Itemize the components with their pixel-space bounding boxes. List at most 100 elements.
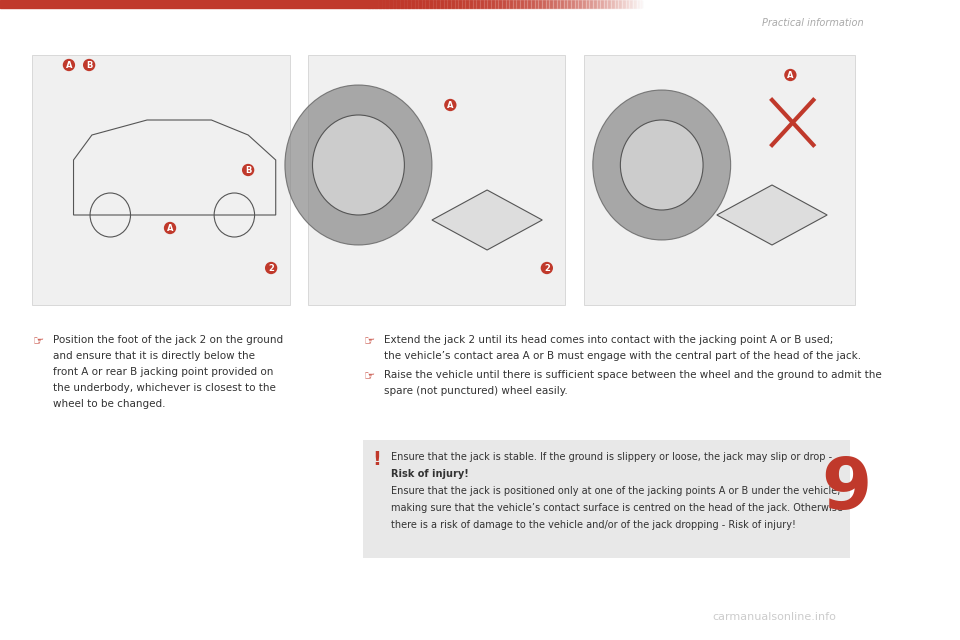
Bar bbox=[569, 0, 570, 8]
Bar bbox=[602, 0, 604, 8]
Text: and ensure that it is directly below the: and ensure that it is directly below the bbox=[54, 351, 255, 361]
Bar bbox=[479, 0, 481, 8]
Bar bbox=[579, 0, 580, 8]
Bar bbox=[424, 0, 425, 8]
Bar bbox=[593, 0, 595, 8]
Bar bbox=[383, 0, 384, 8]
Bar bbox=[625, 0, 627, 8]
Bar bbox=[571, 0, 573, 8]
Bar bbox=[548, 0, 549, 8]
Bar bbox=[630, 0, 631, 8]
Text: B: B bbox=[86, 61, 92, 70]
Bar bbox=[486, 0, 488, 8]
Bar bbox=[416, 0, 418, 8]
Bar bbox=[535, 0, 536, 8]
Bar bbox=[542, 0, 544, 8]
Text: carmanualsonline.info: carmanualsonline.info bbox=[712, 612, 836, 622]
Bar bbox=[633, 0, 634, 8]
Text: A: A bbox=[65, 61, 72, 70]
Bar bbox=[624, 0, 625, 8]
Bar bbox=[523, 0, 525, 8]
Bar bbox=[402, 0, 403, 8]
Bar bbox=[605, 0, 606, 8]
Bar bbox=[636, 0, 637, 8]
Bar bbox=[533, 0, 535, 8]
Bar bbox=[566, 0, 567, 8]
Text: Practical information: Practical information bbox=[762, 18, 864, 28]
Bar bbox=[608, 0, 609, 8]
Bar bbox=[419, 0, 420, 8]
Bar bbox=[408, 0, 409, 8]
Bar bbox=[501, 0, 503, 8]
Bar bbox=[511, 0, 513, 8]
Bar bbox=[562, 0, 564, 8]
Bar bbox=[492, 0, 493, 8]
Bar bbox=[557, 0, 558, 8]
Bar bbox=[469, 0, 471, 8]
Text: the vehicle’s contact area A or B must engage with the central part of the head : the vehicle’s contact area A or B must e… bbox=[384, 351, 861, 361]
Bar bbox=[418, 0, 419, 8]
Bar bbox=[642, 0, 643, 8]
Text: Risk of injury!: Risk of injury! bbox=[391, 469, 468, 479]
Circle shape bbox=[285, 85, 432, 245]
Bar bbox=[438, 0, 440, 8]
Bar bbox=[618, 0, 620, 8]
Text: Raise the vehicle until there is sufficient space between the wheel and the grou: Raise the vehicle until there is suffici… bbox=[384, 370, 882, 380]
Bar bbox=[493, 0, 494, 8]
Bar bbox=[611, 0, 612, 8]
Bar bbox=[400, 0, 402, 8]
Bar bbox=[591, 0, 592, 8]
Text: 9: 9 bbox=[821, 456, 872, 525]
Bar bbox=[628, 0, 630, 8]
Bar bbox=[308, 55, 565, 305]
Bar bbox=[519, 0, 520, 8]
Bar bbox=[450, 0, 452, 8]
Text: there is a risk of damage to the vehicle and/or of the jack dropping - Risk of i: there is a risk of damage to the vehicle… bbox=[391, 520, 796, 530]
Bar bbox=[540, 0, 541, 8]
Bar bbox=[372, 0, 373, 8]
Bar bbox=[516, 0, 517, 8]
Bar bbox=[530, 0, 532, 8]
Bar bbox=[547, 0, 548, 8]
Text: 2: 2 bbox=[544, 264, 550, 273]
Bar bbox=[449, 0, 450, 8]
Bar bbox=[435, 0, 437, 8]
Bar bbox=[368, 0, 369, 8]
Bar bbox=[466, 0, 467, 8]
Bar bbox=[551, 0, 552, 8]
Bar bbox=[545, 0, 547, 8]
Bar bbox=[491, 0, 492, 8]
Bar bbox=[560, 0, 561, 8]
Bar bbox=[525, 0, 526, 8]
Bar bbox=[482, 0, 484, 8]
Bar bbox=[456, 0, 457, 8]
Bar bbox=[497, 0, 498, 8]
Bar bbox=[489, 0, 491, 8]
Bar bbox=[621, 0, 623, 8]
Bar bbox=[452, 0, 453, 8]
Bar bbox=[567, 0, 569, 8]
Bar bbox=[390, 0, 391, 8]
Bar bbox=[570, 0, 571, 8]
Polygon shape bbox=[432, 190, 542, 250]
Text: making sure that the vehicle’s contact surface is centred on the head of the jac: making sure that the vehicle’s contact s… bbox=[391, 503, 843, 513]
Text: 2: 2 bbox=[268, 264, 274, 273]
Bar bbox=[422, 0, 424, 8]
Bar bbox=[425, 0, 427, 8]
Bar bbox=[529, 0, 530, 8]
Text: spare (not punctured) wheel easily.: spare (not punctured) wheel easily. bbox=[384, 386, 568, 396]
Bar bbox=[474, 0, 475, 8]
Bar bbox=[437, 0, 438, 8]
Bar bbox=[522, 0, 523, 8]
Bar bbox=[0, 0, 368, 8]
Text: wheel to be changed.: wheel to be changed. bbox=[54, 399, 166, 409]
Bar bbox=[431, 0, 432, 8]
Bar bbox=[459, 0, 460, 8]
Bar bbox=[615, 0, 617, 8]
Bar bbox=[558, 0, 560, 8]
Bar bbox=[460, 0, 462, 8]
Text: A: A bbox=[447, 100, 453, 109]
Bar bbox=[371, 0, 372, 8]
Bar bbox=[507, 0, 508, 8]
Bar bbox=[639, 0, 640, 8]
